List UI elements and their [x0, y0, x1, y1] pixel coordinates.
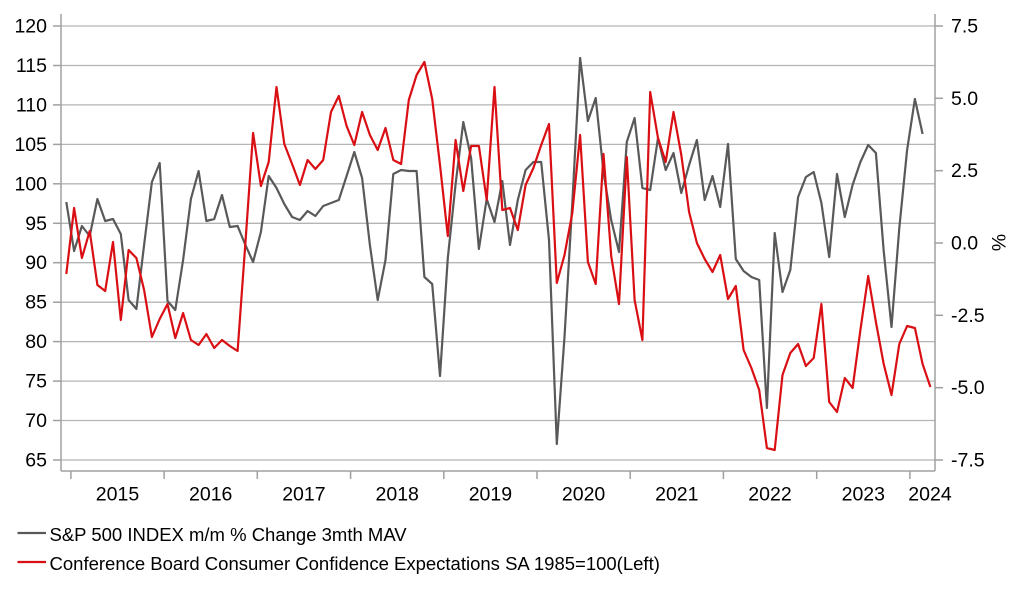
svg-text:110: 110 — [16, 94, 47, 116]
svg-text:2017: 2017 — [282, 484, 325, 506]
svg-text:85: 85 — [25, 292, 47, 314]
svg-text:65: 65 — [25, 450, 47, 472]
svg-text:90: 90 — [25, 252, 47, 274]
svg-text:115: 115 — [16, 55, 47, 77]
svg-text:95: 95 — [25, 213, 47, 235]
svg-text:2021: 2021 — [655, 484, 698, 506]
svg-text:2023: 2023 — [842, 484, 885, 506]
svg-text:5.0: 5.0 — [951, 88, 978, 110]
svg-text:2.5: 2.5 — [951, 160, 978, 182]
svg-text:-5.0: -5.0 — [951, 377, 985, 399]
svg-text:2015: 2015 — [96, 484, 140, 506]
svg-text:2019: 2019 — [469, 484, 512, 506]
svg-text:2022: 2022 — [748, 484, 791, 506]
svg-text:105: 105 — [14, 134, 47, 156]
svg-text:2016: 2016 — [189, 484, 232, 506]
svg-text:-2.5: -2.5 — [951, 305, 985, 327]
svg-text:Conference Board Consumer Conf: Conference Board Consumer Confidence Exp… — [50, 553, 660, 574]
svg-text:100: 100 — [14, 173, 47, 195]
svg-text:70: 70 — [25, 410, 47, 432]
svg-text:0.0: 0.0 — [951, 233, 978, 255]
svg-text:S&P 500 INDEX m/m % Change 3mt: S&P 500 INDEX m/m % Change 3mth MAV — [50, 524, 408, 545]
svg-text:2020: 2020 — [562, 484, 606, 506]
svg-text:2018: 2018 — [376, 484, 419, 506]
svg-text:%: % — [987, 234, 1009, 251]
svg-text:75: 75 — [25, 371, 47, 393]
svg-text:120: 120 — [14, 16, 47, 38]
svg-text:7.5: 7.5 — [951, 16, 978, 38]
svg-text:-7.5: -7.5 — [951, 450, 985, 472]
svg-text:2024: 2024 — [908, 484, 952, 506]
svg-text:80: 80 — [25, 331, 47, 353]
